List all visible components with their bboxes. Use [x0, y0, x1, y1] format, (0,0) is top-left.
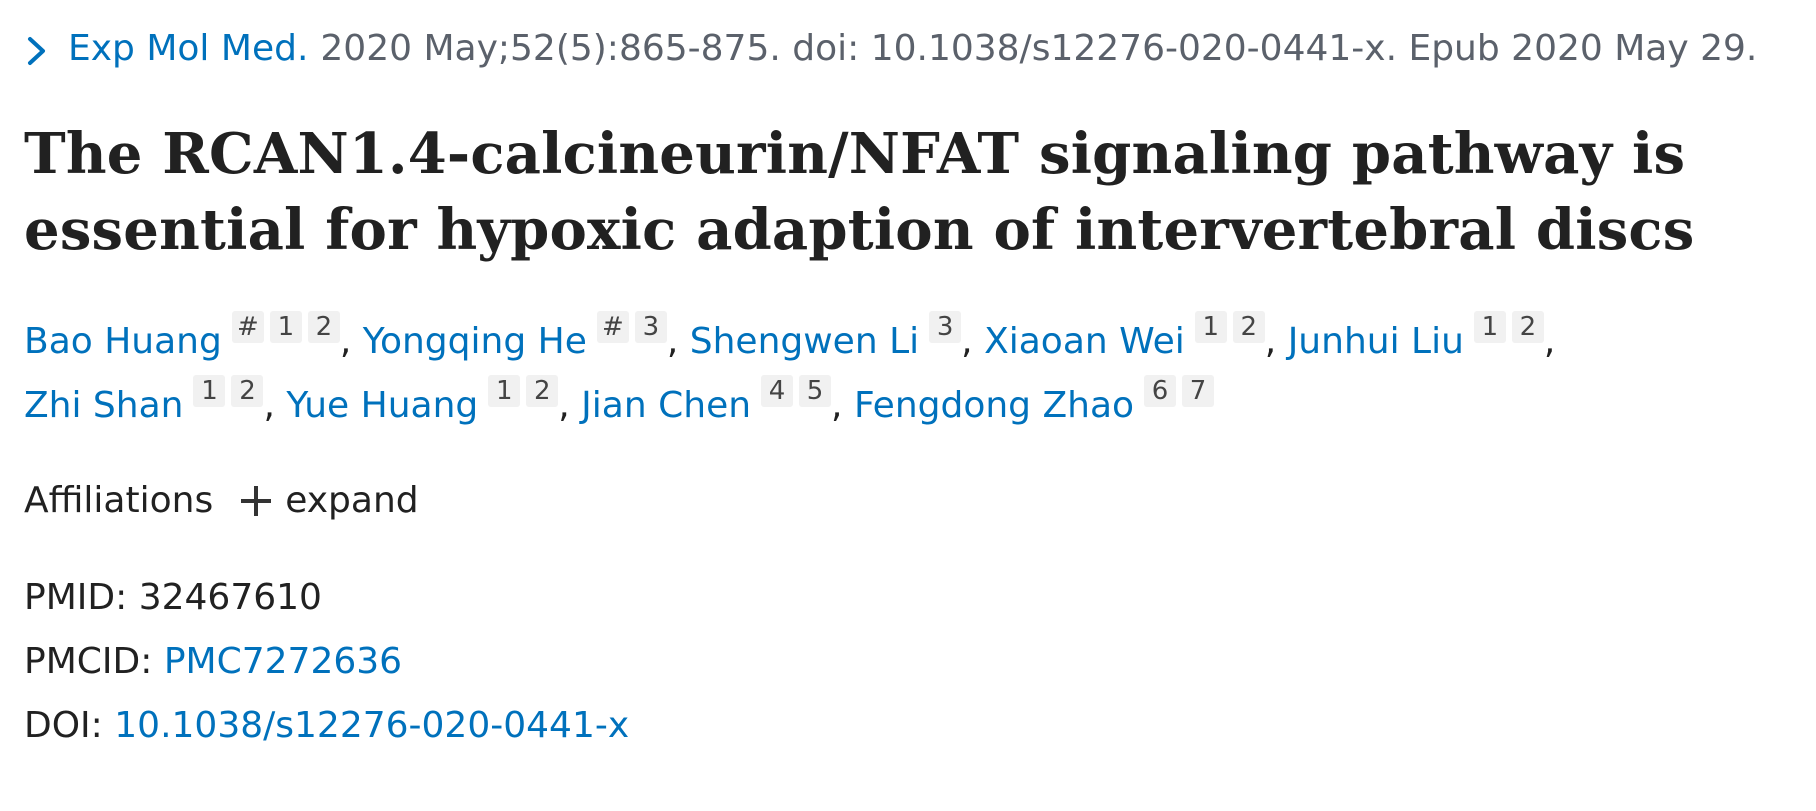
article-citation: Exp Mol Med. 2020 May;52(5):865-875. doi… — [24, 22, 1786, 76]
affiliation-ref-badge[interactable]: 2 — [1511, 311, 1544, 343]
author-item: Zhi Shan 1 2, — [24, 375, 275, 426]
affiliation-ref-badge[interactable]: 2 — [307, 311, 340, 343]
affiliations-expand-button[interactable]: expand — [241, 474, 419, 528]
affiliation-ref-badge[interactable]: 6 — [1144, 375, 1177, 407]
affiliation-ref-badge[interactable]: 3 — [929, 311, 962, 343]
affiliation-ref-badge[interactable]: 1 — [1473, 311, 1506, 343]
author-name-link[interactable]: Zhi Shan — [24, 385, 184, 426]
pmcid-link[interactable]: PMC7272636 — [163, 641, 403, 682]
doi-link[interactable]: 10.1038/s12276-020-0441-x — [114, 705, 630, 746]
article-title: The RCAN1.4-calcineurin/NFAT signaling p… — [24, 121, 1695, 263]
pmcid-label: PMCID: — [24, 641, 153, 682]
affiliation-ref-badge[interactable]: 1 — [1194, 311, 1227, 343]
author-name-link[interactable]: Fengdong Zhao — [853, 385, 1135, 426]
author-separator: , — [961, 321, 973, 362]
author-name-link[interactable]: Jian Chen — [581, 385, 752, 426]
author-name-link[interactable]: Yongqing He — [362, 321, 587, 362]
affiliation-ref-badge[interactable]: 1 — [488, 375, 521, 407]
affiliation-ref-badge[interactable]: 2 — [1232, 311, 1265, 343]
author-name-link[interactable]: Junhui Liu — [1287, 321, 1464, 362]
affiliation-ref-badge[interactable]: 2 — [526, 375, 559, 407]
author-name-link[interactable]: Xiaoan Wei — [984, 321, 1185, 362]
author-name-link[interactable]: Yue Huang — [286, 385, 479, 426]
author-item: Shengwen Li 3, — [689, 311, 973, 362]
doi-row: DOI: 10.1038/s12276-020-0441-x — [24, 694, 1786, 758]
pmid-label: PMID: — [24, 577, 128, 618]
author-name-link[interactable]: Shengwen Li — [689, 321, 920, 362]
affiliation-ref-badge[interactable]: 2 — [231, 375, 264, 407]
affiliation-ref-badge[interactable]: 7 — [1182, 375, 1215, 407]
chevron-right-icon-graphic — [28, 37, 45, 65]
pmid-value: 32467610 — [138, 577, 322, 618]
affiliation-ref-badge[interactable]: 1 — [193, 375, 226, 407]
plus-icon — [241, 486, 272, 516]
author-item: Junhui Liu 1 2, — [1287, 311, 1556, 362]
identifiers: PMID: 32467610 PMCID: PMC7272636 DOI: 10… — [24, 566, 1786, 758]
citation-details: 2020 May;52(5):865-875. doi: 10.1038/s12… — [320, 28, 1758, 69]
affiliation-ref-badge[interactable]: 1 — [269, 311, 302, 343]
affiliation-ref-badge[interactable]: 3 — [634, 311, 667, 343]
affiliation-ref-badge[interactable]: # — [231, 311, 264, 343]
author-separator: , — [1543, 321, 1556, 362]
article-header: Exp Mol Med. 2020 May;52(5):865-875. doi… — [24, 22, 1786, 758]
authors-list: Bao Huang #1 2, Yongqing He #3, Shengwen Li… — [24, 310, 1786, 438]
journal-link[interactable]: Exp Mol Med. — [68, 28, 309, 69]
doi-label: DOI: — [24, 705, 103, 746]
pmcid-row: PMCID: PMC7272636 — [24, 630, 1786, 694]
author-separator: , — [666, 321, 679, 362]
author-separator: , — [831, 385, 843, 426]
affiliations-label: Affiliations — [24, 480, 214, 521]
author-item: Yongqing He #3, — [362, 311, 679, 362]
expand-label: expand — [285, 480, 419, 521]
author-separator: , — [263, 385, 275, 426]
author-item: Fengdong Zhao 6 7 — [853, 375, 1215, 426]
author-name-link[interactable]: Bao Huang — [24, 321, 222, 362]
author-item: Yue Huang 1 2, — [286, 375, 570, 426]
affiliation-ref-badge[interactable]: 5 — [799, 375, 832, 407]
author-separator: , — [1264, 321, 1277, 362]
author-separator: , — [339, 321, 352, 362]
author-separator: , — [558, 385, 570, 426]
author-item: Jian Chen 4 5, — [581, 375, 843, 426]
author-item: Xiaoan Wei 1 2, — [984, 311, 1277, 362]
affiliation-ref-badge[interactable]: 4 — [761, 375, 794, 407]
chevron-right-icon[interactable] — [24, 31, 64, 71]
author-item: Bao Huang #1 2, — [24, 311, 352, 362]
pmid-row: PMID: 32467610 — [24, 566, 1786, 630]
affiliation-ref-badge[interactable]: # — [596, 311, 629, 343]
affiliations-section: Affiliations expand — [24, 474, 1786, 528]
